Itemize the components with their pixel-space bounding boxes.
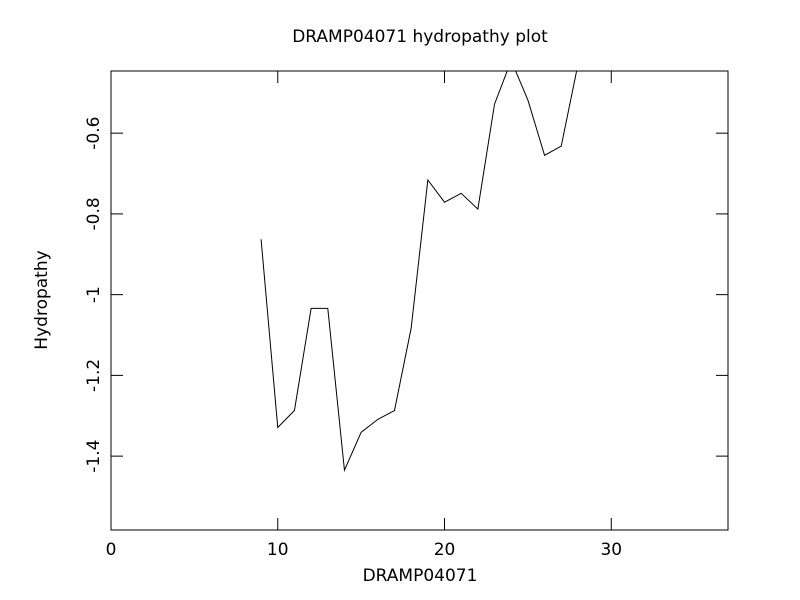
data-line [260, 71, 578, 473]
chart-title: DRAMP04071 hydropathy plot [292, 27, 548, 47]
y-tick-label: -1.2 [84, 359, 104, 392]
y-tick-label: -1 [84, 286, 104, 303]
x-tick-label: 30 [600, 540, 622, 560]
y-tick-label: -0.8 [84, 197, 104, 230]
x-tick-label: 10 [267, 540, 289, 560]
y-axis-label: Hydropathy [32, 250, 52, 349]
plot-area [260, 71, 578, 473]
x-tick-label: 20 [434, 540, 456, 560]
x-tick-label: 0 [106, 540, 117, 560]
y-tick-label: -0.6 [84, 117, 104, 150]
x-axis-label: DRAMP04071 [363, 566, 478, 586]
y-tick-label: -1.4 [84, 440, 104, 473]
plot-frame [110, 70, 729, 531]
